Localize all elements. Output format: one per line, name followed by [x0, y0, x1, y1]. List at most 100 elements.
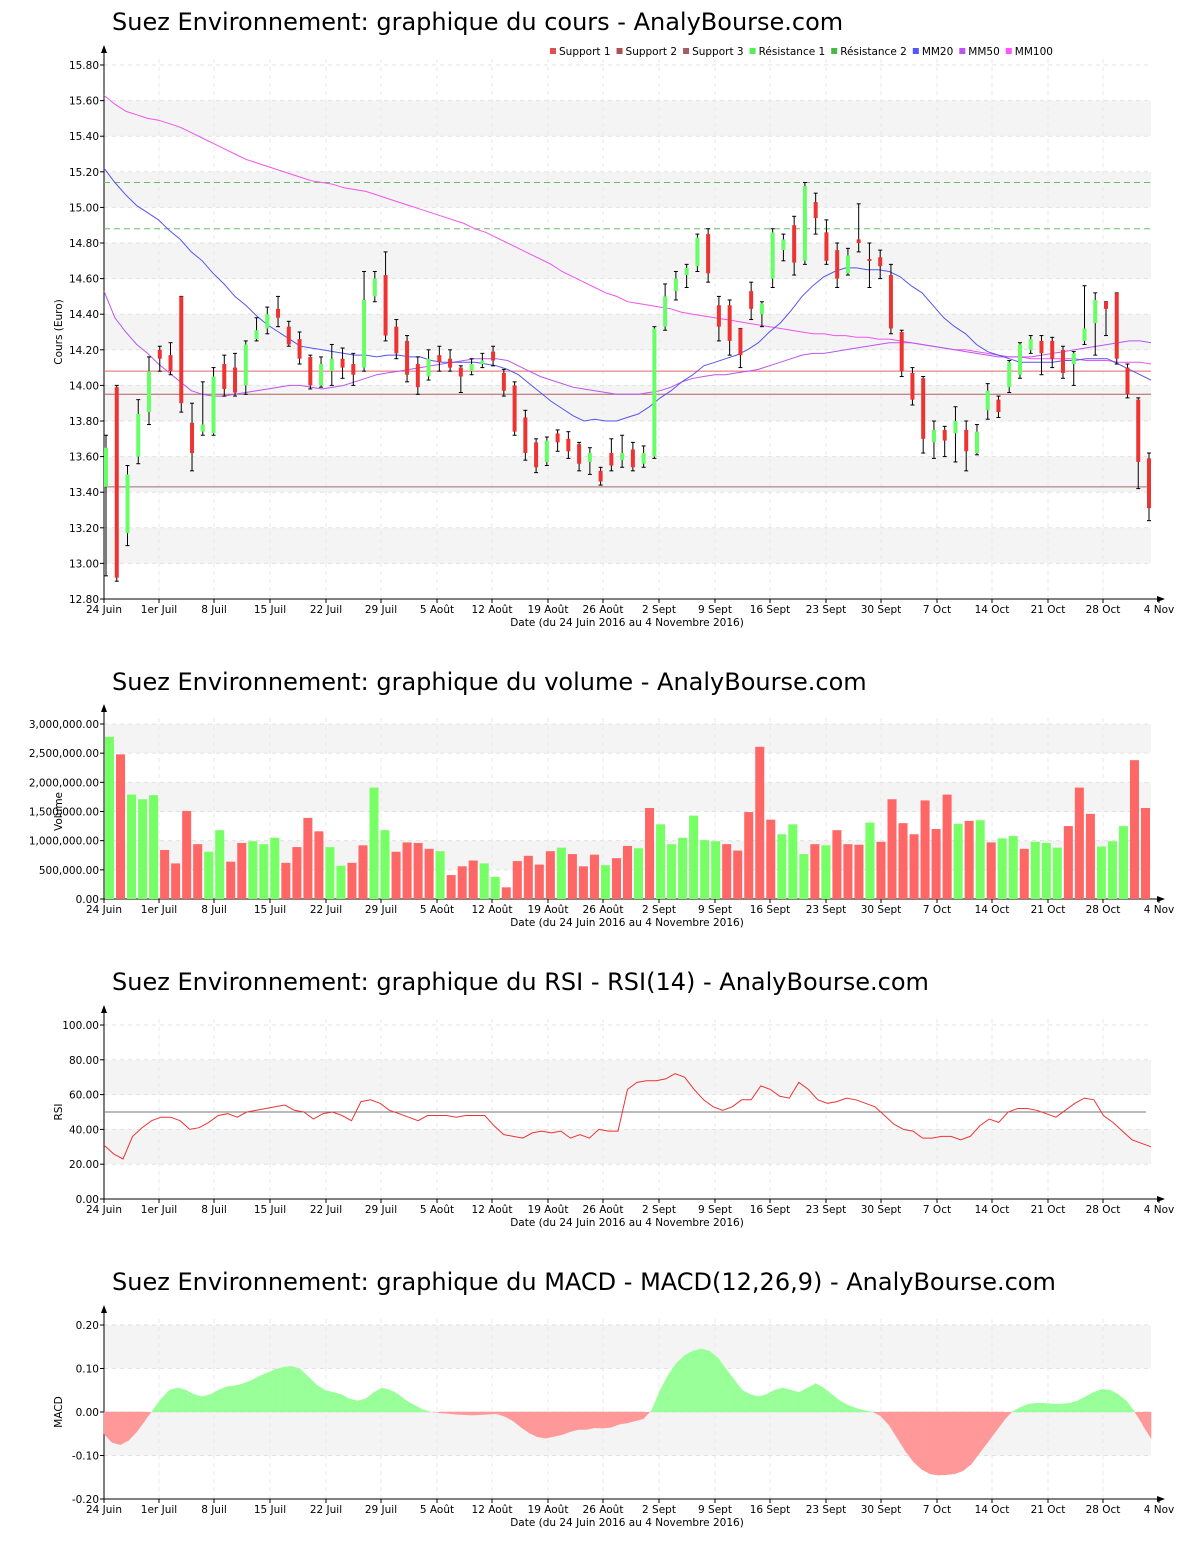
candle-body: [534, 442, 539, 468]
macd-x-axis-title: Date (du 24 Juin 2016 au 4 Novembre 2016…: [510, 1517, 744, 1529]
volume-bar: [986, 842, 996, 899]
volume-bar: [1085, 813, 1095, 899]
macd-area-segment: [160, 1389, 170, 1413]
volume-bar: [865, 822, 875, 899]
volume-bar: [1140, 808, 1150, 899]
macd-area-segment: [651, 1390, 661, 1413]
macd-y-tick-label: 0.10: [76, 1364, 99, 1376]
candle-body: [265, 314, 270, 329]
rsi-x-tick-label: 5 Août: [420, 1204, 454, 1216]
price-x-tick-label: 22 Juil: [310, 604, 342, 616]
price-x-tick-label: 19 Août: [528, 604, 569, 616]
macd-area-segment: [1068, 1400, 1078, 1413]
macd-area-segment: [725, 1367, 735, 1413]
candle-body: [942, 429, 947, 441]
volume-bar: [182, 810, 192, 899]
macd-area-segment: [529, 1411, 538, 1438]
candle-body: [1114, 292, 1119, 359]
macd-x-tick-label: 19 Août: [528, 1504, 569, 1516]
volume-x-tick-label: 24 Juin: [86, 904, 122, 916]
volume-bar: [512, 861, 522, 899]
price-y-axis-title: Cours (Euro): [53, 299, 65, 365]
volume-bar: [391, 851, 401, 899]
macd-area-segment: [733, 1378, 743, 1413]
macd-area-segment: [234, 1383, 244, 1413]
mm20-line: [103, 167, 1152, 422]
volume-bar: [567, 854, 577, 899]
macd-area-segment: [619, 1411, 628, 1425]
macd-area-segment: [856, 1408, 866, 1413]
rsi-y-tick-label: 60.00: [69, 1090, 99, 1102]
volume-bar: [281, 862, 291, 899]
macd-area-segment: [414, 1404, 424, 1413]
candle-body: [297, 339, 302, 359]
macd-area-segment: [185, 1389, 195, 1413]
rsi-line: [103, 1073, 1152, 1160]
macd-area-segment: [291, 1365, 301, 1413]
candle-body: [716, 305, 721, 327]
macd-area-segment: [643, 1412, 650, 1419]
volume-bar: [446, 875, 456, 899]
macd-x-tick-label: 21 Oct: [1031, 1504, 1066, 1516]
candle-body: [985, 390, 990, 411]
macd-area-segment: [300, 1368, 309, 1413]
candle-body: [491, 351, 496, 361]
macd-area-segment: [700, 1348, 710, 1413]
candle-body: [577, 444, 582, 464]
volume-bar: [589, 854, 599, 899]
macd-area-segment: [561, 1411, 571, 1436]
rsi-y-tick-label: 20.00: [69, 1159, 99, 1171]
macd-area-segment: [1019, 1403, 1029, 1413]
candle-body: [351, 364, 356, 375]
candle-body: [319, 364, 324, 386]
price-grid-band: [104, 527, 1151, 564]
candle-body: [1050, 340, 1055, 359]
macd-area-segment: [1101, 1389, 1111, 1413]
macd-area-segment: [136, 1411, 146, 1433]
rsi-y-tick-label: 40.00: [69, 1124, 99, 1136]
price-x-tick-label: 9 Sept: [698, 604, 732, 616]
macd-y-tick-label: -0.20: [72, 1494, 99, 1506]
volume-bar: [689, 815, 699, 899]
macd-area-segment: [569, 1411, 579, 1432]
rsi-y-tick-label: 100.00: [62, 1020, 99, 1032]
macd-y-axis-arrow: [101, 1305, 107, 1313]
volume-y-tick-label: 2,500,000.00: [29, 748, 99, 760]
candle-body: [286, 326, 291, 345]
macd-y-axis-title: MACD: [53, 1396, 65, 1427]
volume-bar: [667, 844, 677, 899]
candle-body: [802, 186, 807, 261]
price-x-tick-label: 7 Oct: [923, 604, 951, 616]
macd-area-segment: [431, 1412, 440, 1413]
candle-body: [770, 232, 775, 279]
rsi-x-tick-label: 16 Sept: [750, 1204, 791, 1216]
volume-bar: [248, 841, 258, 899]
price-y-tick-label: 13.60: [69, 452, 99, 464]
price-y-tick-label: 15.20: [69, 167, 99, 179]
price-y-tick-label: 15.60: [69, 96, 99, 108]
rsi-x-tick-label: 19 Août: [528, 1204, 569, 1216]
volume-y-axis-title: Volume: [53, 792, 65, 831]
candle-body: [1007, 362, 1012, 388]
volume-bar: [909, 834, 919, 899]
volume-bar: [237, 843, 247, 899]
legend-swatch: [550, 48, 556, 54]
price-grid-band: [104, 100, 1151, 137]
candle-body: [609, 453, 614, 466]
volume-bar: [755, 746, 765, 899]
volume-x-tick-label: 22 Juil: [310, 904, 342, 916]
macd-area-segment: [283, 1365, 293, 1413]
volume-bar: [358, 845, 368, 899]
macd-area-segment: [340, 1394, 350, 1413]
volume-bar: [402, 842, 412, 899]
candle-body: [233, 367, 238, 393]
volume-x-tick-label: 12 Août: [472, 904, 513, 916]
candle-body: [587, 453, 592, 462]
macd-area-segment: [120, 1411, 129, 1446]
macd-area-segment: [177, 1387, 187, 1413]
candle-body: [1082, 328, 1087, 341]
volume-bar: [1008, 836, 1018, 899]
candle-body: [727, 305, 732, 341]
macd-area-segment: [267, 1368, 277, 1413]
price-x-tick-label: 14 Oct: [975, 604, 1010, 616]
